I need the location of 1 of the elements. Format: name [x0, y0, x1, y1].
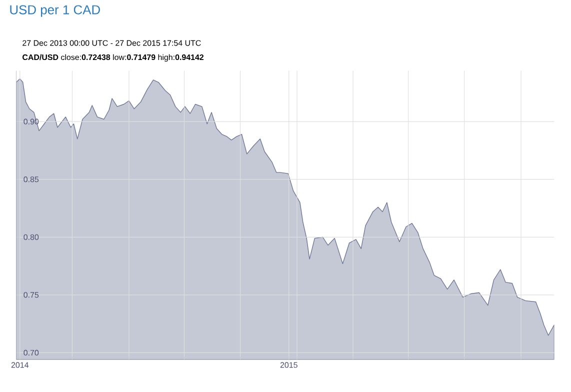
chart-title: USD per 1 CAD — [10, 5, 100, 17]
